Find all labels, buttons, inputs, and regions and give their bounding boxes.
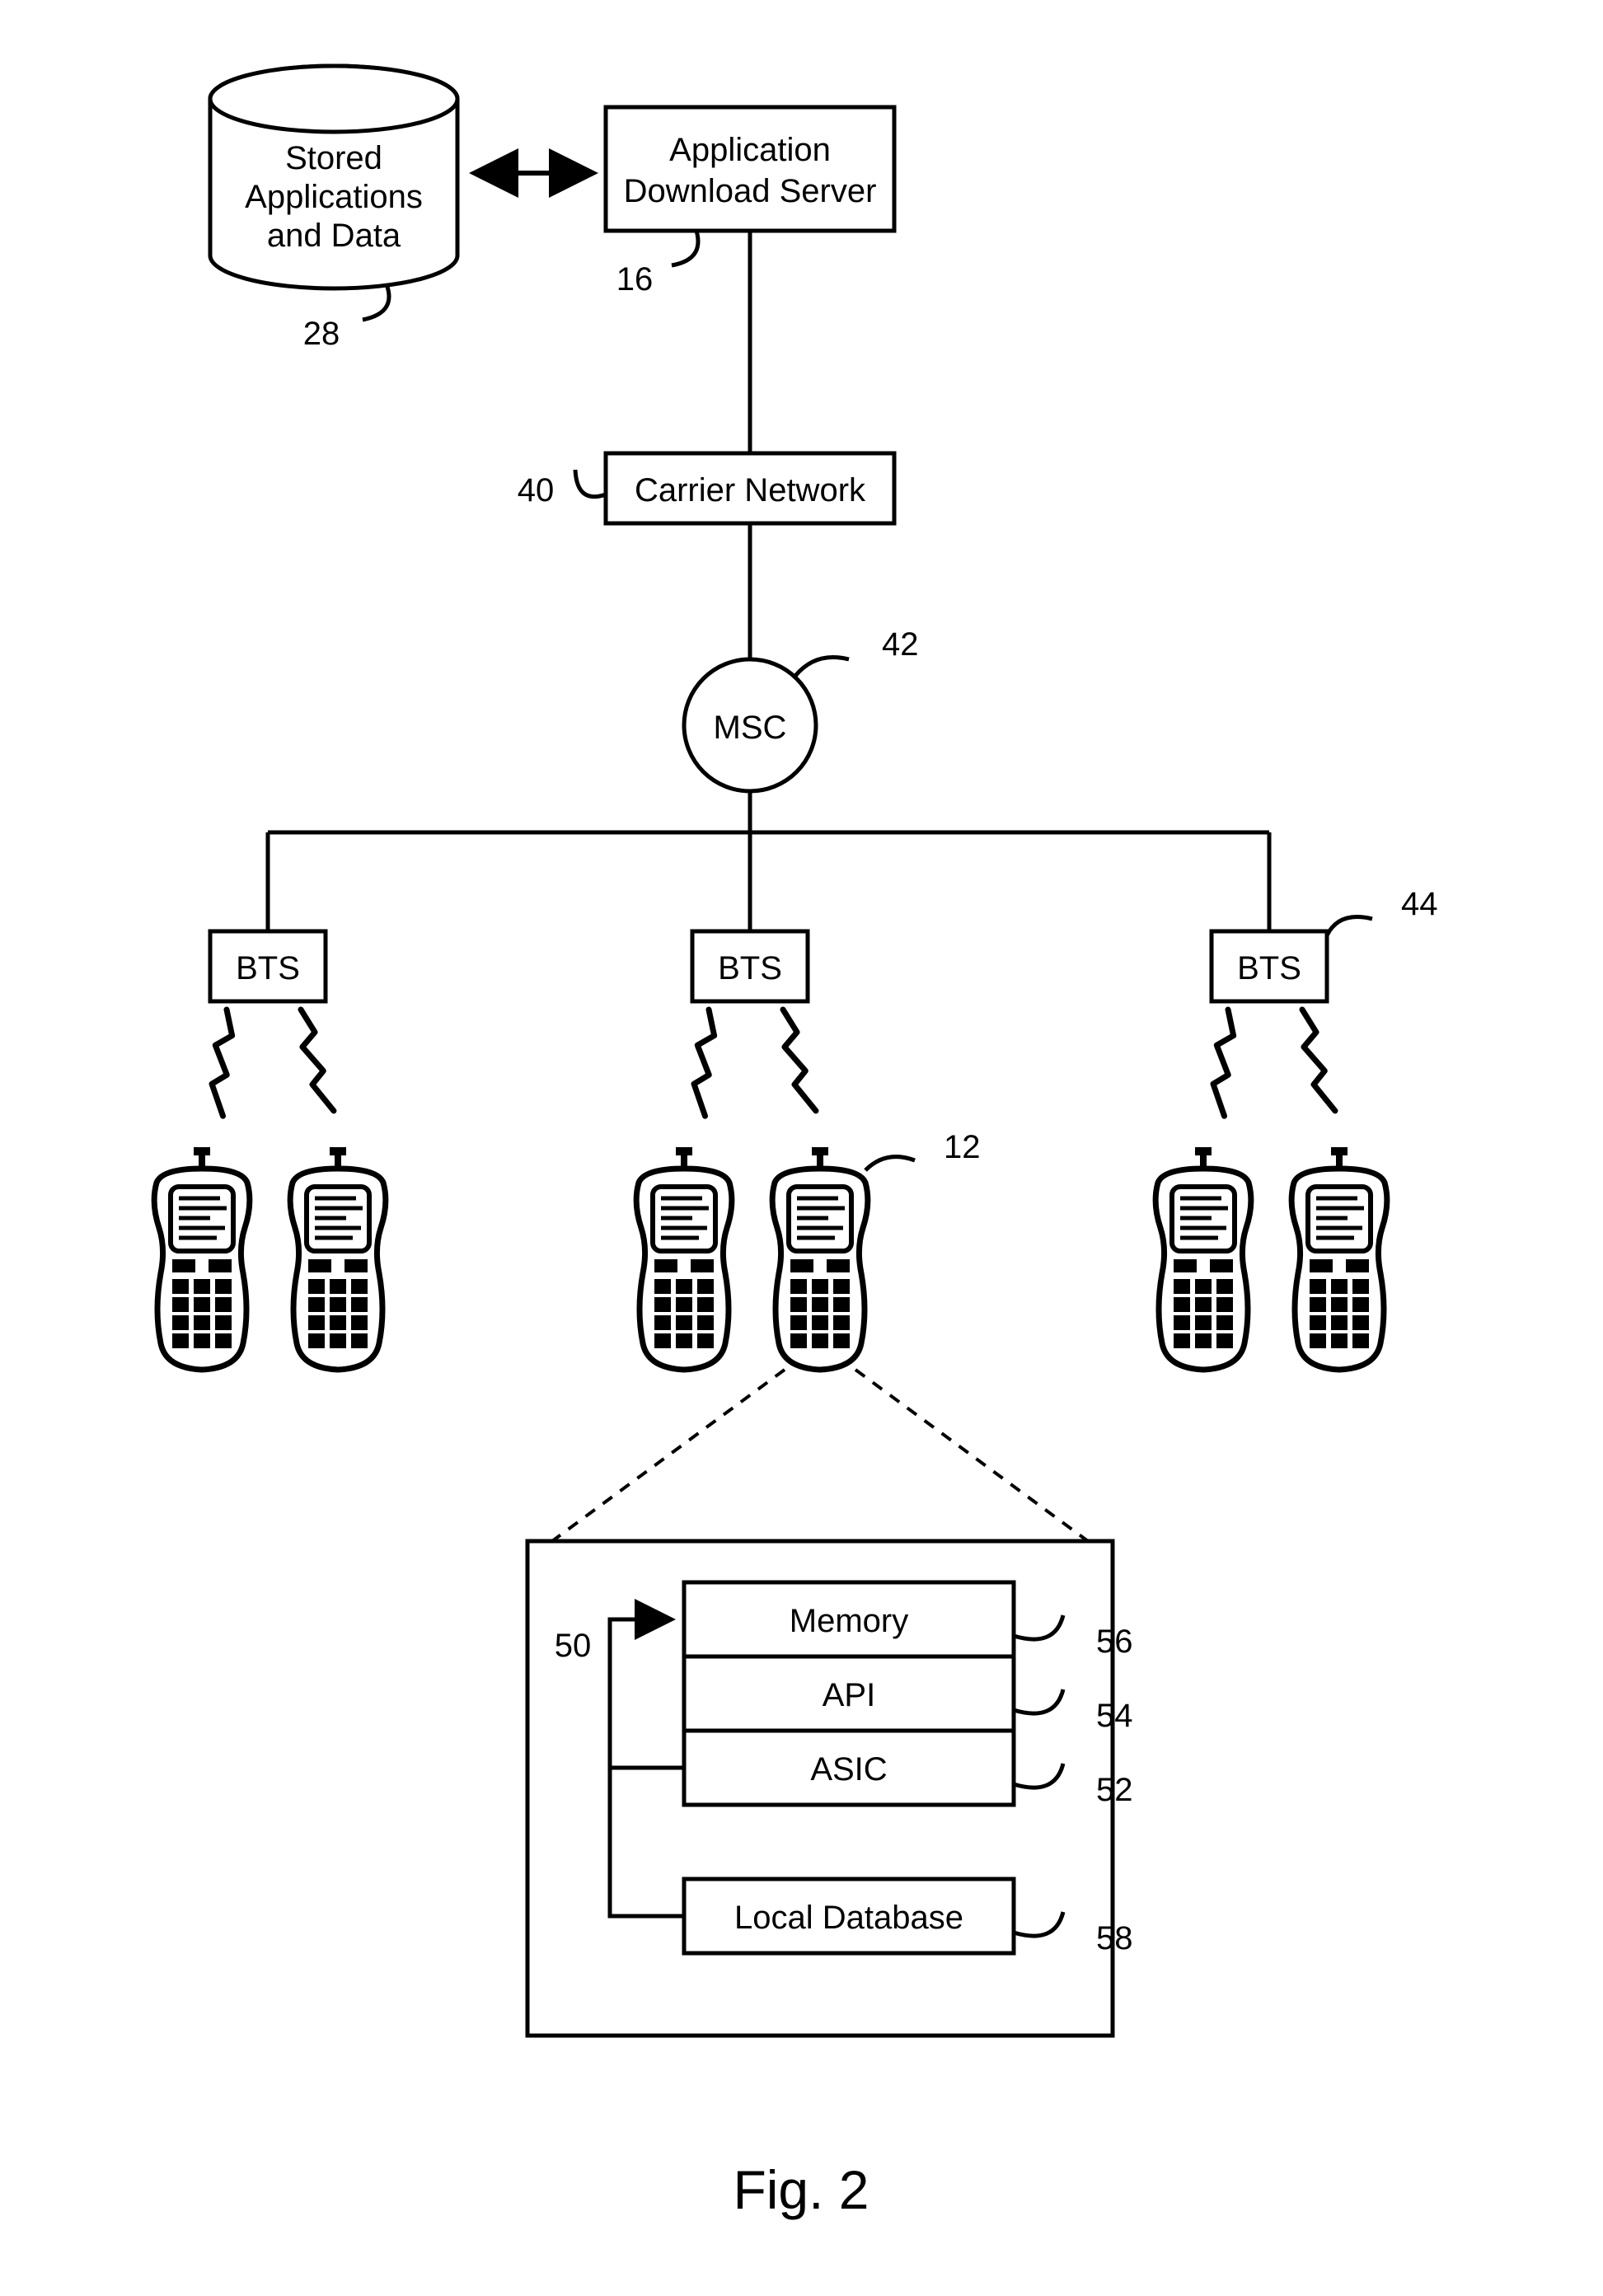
loop-ref: 50 xyxy=(555,1628,592,1664)
api-label: API xyxy=(823,1677,875,1713)
db-node: Stored Applications and Data 28 xyxy=(210,66,457,352)
msc-bts-edges xyxy=(268,791,1269,931)
server-label-1: Application xyxy=(669,132,831,168)
expansion-lines xyxy=(552,1370,1088,1541)
localdb-label: Local Database xyxy=(734,1900,963,1936)
db-label-3: and Data xyxy=(267,218,401,254)
carrier-ref: 40 xyxy=(518,472,555,508)
db-ref: 28 xyxy=(303,316,340,352)
server-label-2: Download Server xyxy=(624,173,877,209)
carrier-node: Carrier Network 40 xyxy=(518,453,894,523)
msc-node: MSC 42 xyxy=(684,626,919,791)
bts2-label: BTS xyxy=(718,950,782,986)
msc-ref: 42 xyxy=(882,626,919,663)
svg-text:12: 12 xyxy=(944,1129,981,1165)
figure-caption: Fig. 2 xyxy=(733,2159,869,2220)
db-label-1: Stored xyxy=(285,140,382,176)
phone-ref: 12 xyxy=(865,1129,981,1170)
msc-label: MSC xyxy=(714,710,787,746)
bts1-label: BTS xyxy=(236,950,300,986)
localdb-ref: 58 xyxy=(1096,1920,1133,1956)
asic-label: ASIC xyxy=(810,1751,887,1788)
api-ref: 54 xyxy=(1096,1698,1133,1734)
db-label-2: Applications xyxy=(245,179,423,215)
server-ref: 16 xyxy=(616,261,654,298)
bts2-node: BTS xyxy=(692,931,808,1001)
detail-box: Memory API ASIC Local Database 50 56 54 … xyxy=(527,1541,1133,2036)
memory-label: Memory xyxy=(790,1603,908,1639)
bts3-node: BTS 44 xyxy=(1212,886,1438,1001)
memory-ref: 56 xyxy=(1096,1624,1133,1660)
bts1-node: BTS xyxy=(210,931,326,1001)
wireless-links xyxy=(204,1007,1335,1116)
bts3-ref: 44 xyxy=(1401,886,1438,922)
phones xyxy=(154,1147,1387,1370)
carrier-label: Carrier Network xyxy=(635,472,866,508)
asic-ref: 52 xyxy=(1096,1772,1133,1808)
bts3-label: BTS xyxy=(1237,950,1301,986)
